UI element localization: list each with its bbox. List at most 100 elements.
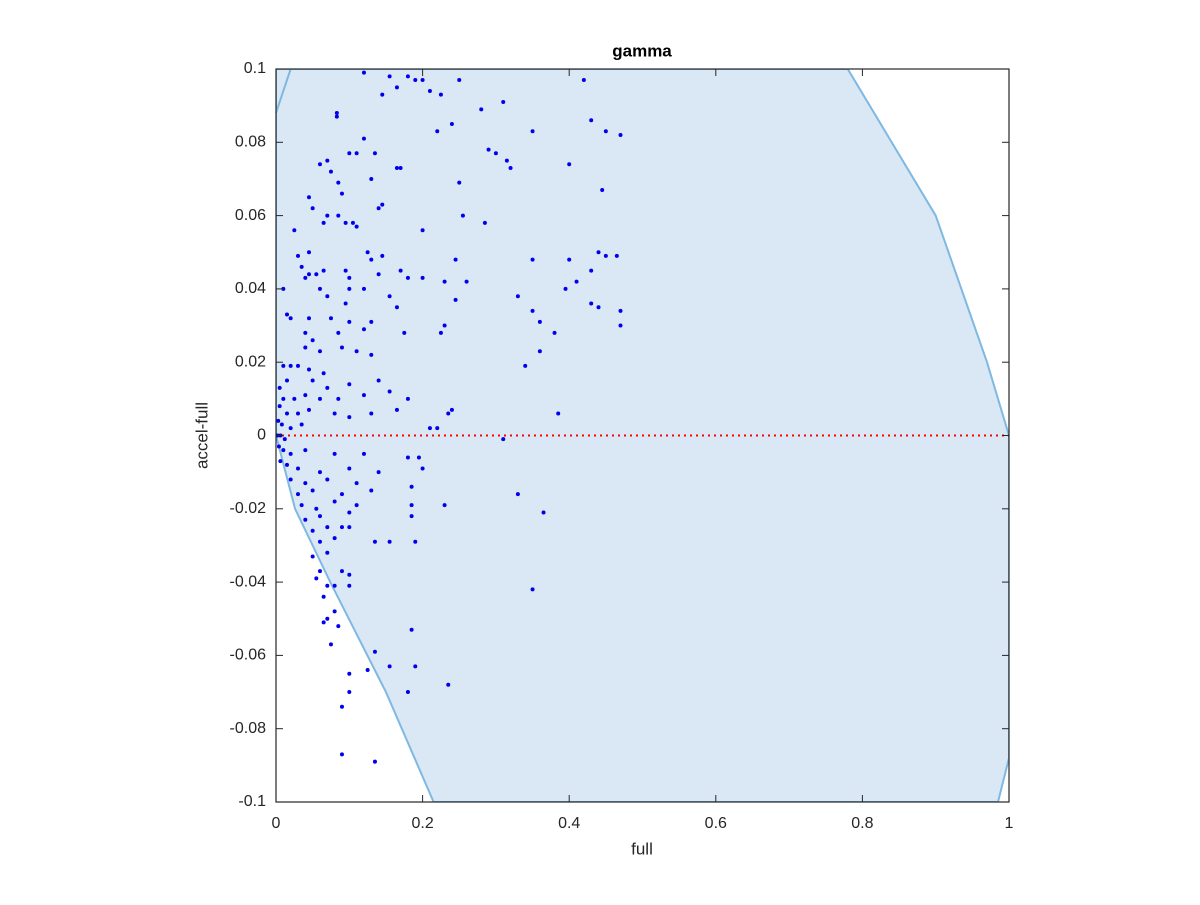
point (276, 418, 281, 423)
point (350, 220, 355, 225)
x-tick-label: 0.4 (558, 815, 580, 832)
point (541, 510, 546, 515)
point (589, 301, 594, 306)
point (281, 286, 286, 291)
point (317, 286, 322, 291)
point (336, 396, 341, 401)
point (347, 275, 352, 280)
point (438, 92, 443, 97)
x-tick-label: 0.6 (705, 815, 727, 832)
y-tick-label: 0.04 (235, 280, 266, 297)
point (420, 466, 425, 471)
point (369, 411, 374, 416)
point (288, 477, 293, 482)
point (574, 279, 579, 284)
point (376, 378, 381, 383)
point (398, 268, 403, 273)
point (479, 107, 484, 112)
point (530, 587, 535, 592)
point (530, 257, 535, 262)
point (380, 253, 385, 258)
point (314, 272, 319, 277)
chart-title: gamma (612, 41, 672, 60)
point (347, 583, 352, 588)
point (372, 151, 377, 156)
point (501, 437, 506, 442)
point (563, 286, 568, 291)
point (365, 250, 370, 255)
point (413, 77, 418, 82)
point (321, 620, 326, 625)
point (409, 484, 414, 489)
point (321, 594, 326, 599)
y-tick-label: -0.02 (230, 500, 267, 517)
point (523, 363, 528, 368)
x-axis-label: full (631, 839, 653, 858)
point (369, 319, 374, 324)
point (361, 136, 366, 141)
point (589, 268, 594, 273)
point (618, 132, 623, 137)
point (321, 371, 326, 376)
point (306, 195, 311, 200)
point (361, 393, 366, 398)
point (317, 569, 322, 574)
y-tick-label: -0.08 (230, 720, 267, 737)
point (387, 74, 392, 79)
point (279, 422, 284, 427)
point (317, 470, 322, 475)
point (336, 330, 341, 335)
y-tick-label: 0.02 (235, 353, 266, 370)
point (600, 187, 605, 192)
point (552, 330, 557, 335)
point (332, 536, 337, 541)
point (303, 448, 308, 453)
y-tick-label: 0.08 (235, 134, 266, 151)
point (486, 147, 491, 152)
point (310, 206, 315, 211)
point (339, 345, 344, 350)
point (405, 275, 410, 280)
point (347, 510, 352, 515)
point (354, 481, 359, 486)
point (306, 316, 311, 321)
point (361, 451, 366, 456)
point (416, 455, 421, 460)
point (317, 514, 322, 519)
point (596, 305, 601, 310)
point (618, 323, 623, 328)
point (288, 451, 293, 456)
point (365, 668, 370, 673)
point (347, 319, 352, 324)
point (325, 550, 330, 555)
point (288, 363, 293, 368)
point (276, 444, 281, 449)
point (376, 272, 381, 277)
point (347, 525, 352, 530)
point (380, 92, 385, 97)
point (442, 279, 447, 284)
point (567, 257, 572, 262)
point (361, 327, 366, 332)
point (394, 85, 399, 90)
point (277, 385, 282, 390)
point (306, 272, 311, 277)
point (409, 503, 414, 508)
point (292, 228, 297, 233)
point (325, 583, 330, 588)
point (354, 224, 359, 229)
point (339, 704, 344, 709)
point (310, 528, 315, 533)
point (387, 539, 392, 544)
point (457, 77, 462, 82)
point (284, 411, 289, 416)
point (361, 286, 366, 291)
point (369, 352, 374, 357)
point (435, 426, 440, 431)
point (501, 99, 506, 104)
point (334, 114, 339, 119)
y-tick-label: 0 (257, 427, 266, 444)
y-tick-label: -0.1 (238, 793, 266, 810)
point (380, 202, 385, 207)
point (413, 539, 418, 544)
